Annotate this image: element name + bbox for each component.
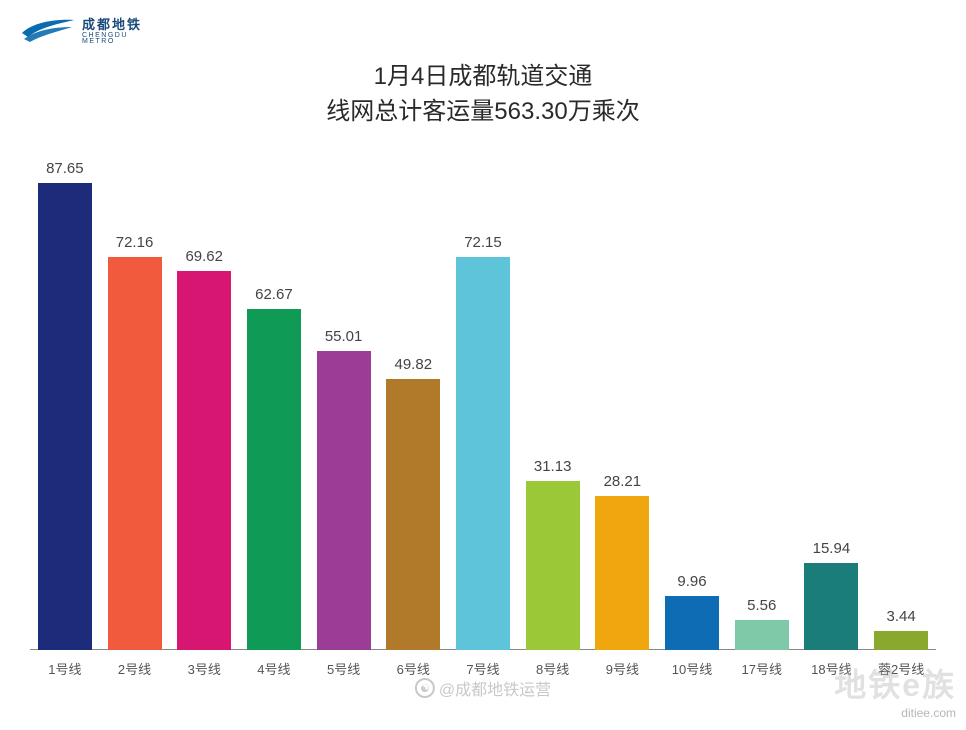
bar: [874, 631, 928, 650]
bar-value-label: 69.62: [185, 248, 223, 265]
bar: [177, 271, 231, 650]
bar: [317, 351, 371, 650]
x-axis-label: 3号线: [188, 659, 221, 678]
bar-value-label: 15.94: [813, 540, 851, 557]
logo-swoosh-icon: [20, 17, 76, 43]
bar: [247, 309, 301, 650]
x-axis-label: 4号线: [257, 659, 290, 678]
bar-value-label: 5.56: [747, 597, 776, 614]
bar-slot: 72.157号线: [448, 160, 518, 650]
watermark-center: ☯ @成都地铁运营: [415, 676, 551, 700]
bar-value-label: 28.21: [604, 473, 642, 490]
x-axis-label: 1号线: [48, 659, 81, 678]
bar: [526, 481, 580, 650]
logo-cn: 成都地铁: [82, 17, 142, 32]
title-line-1: 1月4日成都轨道交通: [0, 60, 966, 95]
x-axis-label: 5号线: [327, 659, 360, 678]
bar: [456, 257, 510, 650]
bar: [665, 596, 719, 650]
bar-value-label: 3.44: [886, 608, 915, 625]
bar-value-label: 87.65: [46, 160, 84, 177]
bar-chart: 87.651号线72.162号线69.623号线62.674号线55.015号线…: [30, 160, 936, 650]
bar-slot: 62.674号线: [239, 160, 309, 650]
bar-value-label: 49.82: [395, 356, 433, 373]
bar-slot: 87.651号线: [30, 160, 100, 650]
bar: [386, 379, 440, 650]
bar-slot: 55.015号线: [309, 160, 379, 650]
bar-value-label: 72.16: [116, 234, 154, 251]
bar: [108, 257, 162, 650]
weibo-icon: ☯: [415, 678, 435, 698]
bar: [595, 496, 649, 650]
bar-slot: 49.826号线: [378, 160, 448, 650]
watermark-center-text: @成都地铁运营: [439, 676, 551, 700]
x-axis-label: 2号线: [118, 659, 151, 678]
x-axis-label: 10号线: [672, 659, 712, 678]
bar-slot: 28.219号线: [588, 160, 658, 650]
bar-value-label: 9.96: [677, 573, 706, 590]
bar: [804, 563, 858, 650]
bar-value-label: 55.01: [325, 328, 363, 345]
brand-logo: 成都地铁 CHENGDU METRO: [20, 14, 142, 45]
bar: [38, 183, 92, 650]
bar-value-label: 62.67: [255, 286, 293, 303]
chart-title: 1月4日成都轨道交通 线网总计客运量563.30万乘次: [0, 60, 966, 130]
bar-value-label: 31.13: [534, 458, 572, 475]
x-axis-label: 17号线: [741, 659, 781, 678]
logo-en-bot: METRO: [82, 38, 142, 45]
bar-slot: 9.9610号线: [657, 160, 727, 650]
watermark-url: ditiee.com: [834, 706, 956, 720]
bar-slot: 3.44蓉2号线: [866, 160, 936, 650]
bar: [735, 620, 789, 650]
bar-slot: 5.5617号线: [727, 160, 797, 650]
bar-value-label: 72.15: [464, 234, 502, 251]
bar-slot: 69.623号线: [169, 160, 239, 650]
watermark-big: 地铁e族: [834, 660, 956, 706]
title-line-2: 线网总计客运量563.30万乘次: [0, 95, 966, 130]
bar-slot: 31.138号线: [518, 160, 588, 650]
bar-slot: 15.9418号线: [797, 160, 867, 650]
x-axis-label: 9号线: [606, 659, 639, 678]
watermark-right: 地铁e族 ditiee.com: [834, 660, 956, 720]
logo-text: 成都地铁 CHENGDU METRO: [82, 14, 142, 45]
bar-slot: 72.162号线: [100, 160, 170, 650]
